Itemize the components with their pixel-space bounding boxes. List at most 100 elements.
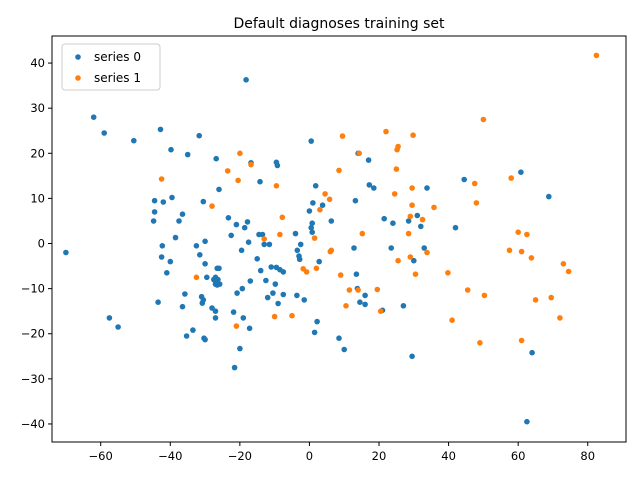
data-point xyxy=(215,276,221,283)
data-point xyxy=(261,236,268,242)
legend-marker xyxy=(75,54,81,60)
data-point xyxy=(518,169,524,175)
data-point xyxy=(202,261,208,267)
data-point xyxy=(150,218,157,224)
data-point xyxy=(131,137,137,144)
data-point xyxy=(157,126,164,133)
data-point xyxy=(193,243,200,249)
data-point xyxy=(326,196,333,203)
data-point xyxy=(400,303,407,309)
data-point xyxy=(275,300,281,307)
data-point xyxy=(196,132,202,139)
plot-frame xyxy=(51,35,627,443)
data-point xyxy=(359,230,366,237)
data-point xyxy=(151,209,158,215)
data-point xyxy=(405,230,412,237)
data-point xyxy=(272,281,279,287)
data-point xyxy=(183,333,190,339)
data-point xyxy=(407,213,414,220)
x-tick-label: −20 xyxy=(228,449,252,463)
data-point xyxy=(524,231,530,238)
data-point xyxy=(233,221,240,228)
data-point xyxy=(231,364,238,371)
chart-title: Default diagnoses training set xyxy=(233,16,445,32)
data-point xyxy=(410,132,416,138)
data-point xyxy=(424,185,430,191)
data-point xyxy=(224,168,231,174)
data-point xyxy=(274,162,281,169)
data-point xyxy=(202,238,208,245)
data-point xyxy=(419,216,426,223)
data-point xyxy=(319,202,326,208)
data-point xyxy=(532,297,539,303)
data-point xyxy=(280,291,287,298)
data-point xyxy=(202,336,208,343)
data-point xyxy=(233,323,240,329)
series-0-points xyxy=(63,77,552,425)
y-tick-label: 0 xyxy=(38,237,45,251)
data-point xyxy=(343,303,349,309)
data-point xyxy=(565,268,572,275)
data-point xyxy=(508,175,514,181)
data-point xyxy=(418,223,424,230)
data-point xyxy=(244,219,251,225)
data-point xyxy=(257,267,264,274)
data-point xyxy=(151,197,158,204)
data-point xyxy=(336,167,342,174)
legend-box xyxy=(61,43,161,91)
data-point xyxy=(90,114,97,120)
data-point xyxy=(557,315,563,321)
data-point xyxy=(411,257,417,264)
data-point xyxy=(421,245,428,251)
x-tick-label: 80 xyxy=(580,449,595,463)
data-point xyxy=(63,249,69,256)
data-point xyxy=(106,315,113,321)
data-point xyxy=(159,243,166,249)
data-point xyxy=(237,345,243,352)
data-point xyxy=(390,220,396,226)
data-point xyxy=(176,218,182,224)
data-point xyxy=(301,297,308,303)
y-tick-label: 20 xyxy=(30,146,45,160)
data-point xyxy=(506,247,513,254)
data-point xyxy=(322,191,328,197)
data-point xyxy=(409,202,415,208)
data-point xyxy=(200,297,207,303)
data-point xyxy=(277,231,283,238)
data-point xyxy=(346,287,353,293)
data-point xyxy=(356,150,363,157)
data-point xyxy=(431,204,437,211)
data-point xyxy=(393,166,400,172)
data-point xyxy=(524,418,530,425)
data-point xyxy=(312,183,319,189)
data-point xyxy=(311,329,318,336)
data-point xyxy=(405,218,412,224)
data-point xyxy=(407,254,414,260)
data-point xyxy=(336,335,342,342)
axes-layer: −60 −40 −20 0 20 40 60 80 −40 −30 −20 −10 0 10 20 30 40 xyxy=(21,35,627,463)
data-point xyxy=(362,292,368,299)
data-point xyxy=(266,241,273,248)
data-point xyxy=(179,303,186,310)
data-point xyxy=(213,155,219,162)
x-tick-label: 20 xyxy=(372,449,387,463)
data-point xyxy=(515,229,521,235)
data-point xyxy=(374,286,381,293)
data-point xyxy=(294,292,300,299)
legend-label: series 0 xyxy=(94,50,141,64)
data-point xyxy=(306,208,313,214)
data-point xyxy=(241,224,248,231)
points-layer xyxy=(63,52,600,425)
data-point xyxy=(560,261,567,267)
data-point xyxy=(383,128,389,135)
data-point xyxy=(308,138,315,144)
data-point xyxy=(309,220,316,226)
data-point xyxy=(193,274,200,281)
data-point xyxy=(353,271,360,278)
data-point xyxy=(294,247,301,254)
data-point xyxy=(257,178,263,185)
data-point xyxy=(168,146,174,153)
x-tick-label: 0 xyxy=(306,449,313,463)
data-point xyxy=(238,247,245,254)
